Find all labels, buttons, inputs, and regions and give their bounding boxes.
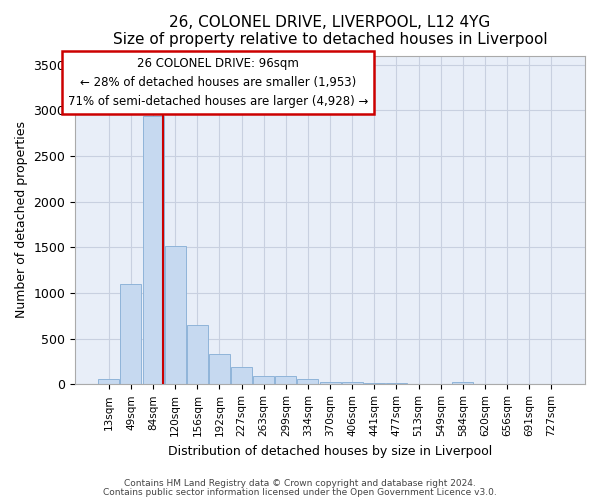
Bar xyxy=(121,284,142,384)
Bar xyxy=(209,354,230,384)
Bar xyxy=(275,376,296,384)
Bar xyxy=(253,376,274,384)
Bar xyxy=(231,368,252,384)
Bar xyxy=(98,380,119,384)
Bar xyxy=(164,246,186,384)
Bar xyxy=(452,382,473,384)
Bar xyxy=(143,116,164,384)
X-axis label: Distribution of detached houses by size in Liverpool: Distribution of detached houses by size … xyxy=(168,444,492,458)
Bar xyxy=(320,382,341,384)
Y-axis label: Number of detached properties: Number of detached properties xyxy=(15,122,28,318)
Text: Contains public sector information licensed under the Open Government Licence v3: Contains public sector information licen… xyxy=(103,488,497,497)
Bar xyxy=(298,380,319,384)
Title: 26, COLONEL DRIVE, LIVERPOOL, L12 4YG
Size of property relative to detached hous: 26, COLONEL DRIVE, LIVERPOOL, L12 4YG Si… xyxy=(113,15,547,48)
Bar xyxy=(341,382,363,384)
Text: Contains HM Land Registry data © Crown copyright and database right 2024.: Contains HM Land Registry data © Crown c… xyxy=(124,479,476,488)
Bar xyxy=(187,325,208,384)
Bar xyxy=(364,383,385,384)
Text: 26 COLONEL DRIVE: 96sqm
← 28% of detached houses are smaller (1,953)
71% of semi: 26 COLONEL DRIVE: 96sqm ← 28% of detache… xyxy=(68,57,368,108)
